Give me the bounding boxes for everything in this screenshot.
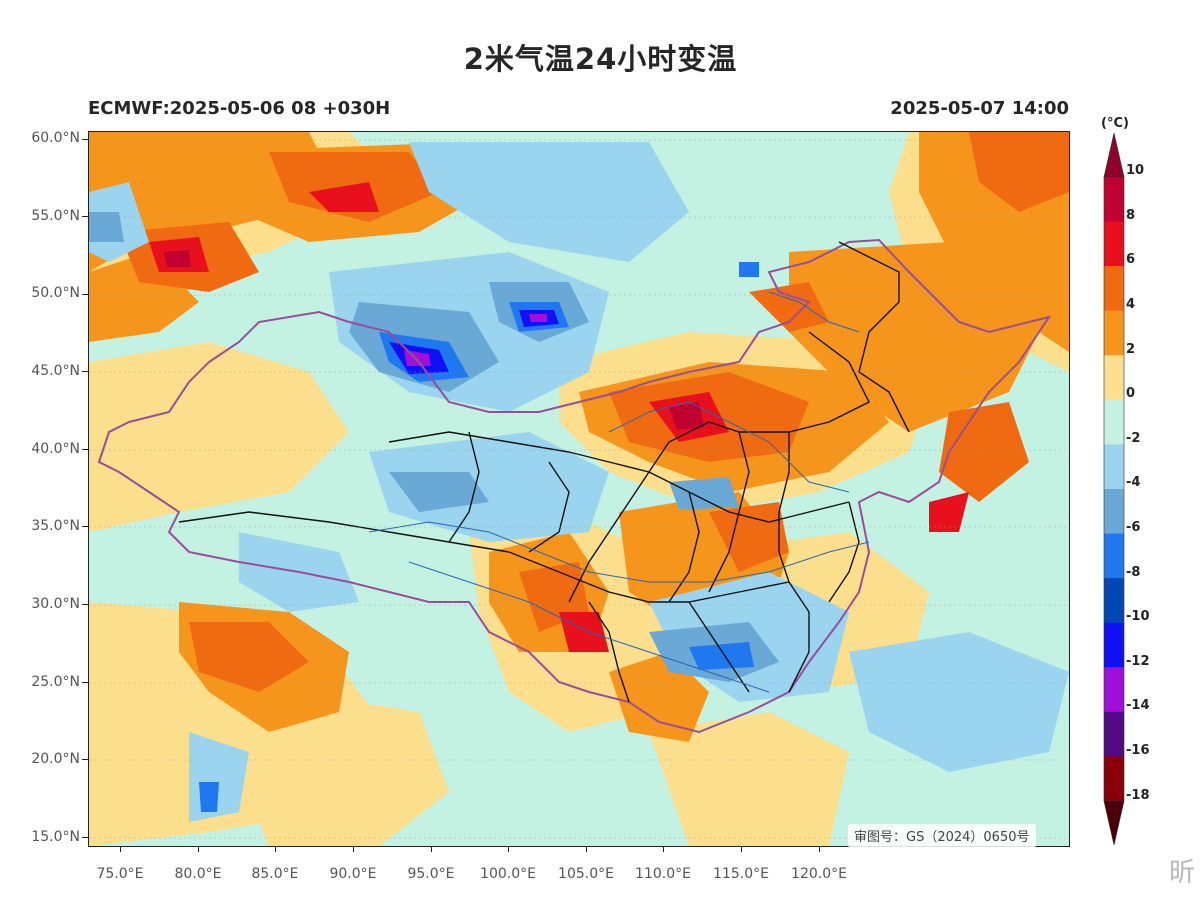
colorbar-label: 10 — [1126, 163, 1145, 178]
lat-label-25: 25.0°N — [31, 674, 80, 690]
lat-label-20: 20.0°N — [31, 751, 80, 767]
lon-tick — [198, 846, 199, 852]
colorbar-label: -12 — [1126, 654, 1150, 669]
colorbar-label: -18 — [1126, 788, 1150, 803]
lon-tick — [275, 846, 276, 852]
valid-time-label: 2025-05-07 14:00 — [890, 98, 1069, 119]
colorbar-band — [1104, 489, 1124, 535]
lon-tick — [663, 846, 664, 852]
lat-tick — [82, 371, 88, 372]
colorbar-band — [1104, 310, 1124, 356]
map-approval-number: 审图号：GS（2024）0650号 — [848, 824, 1036, 847]
colorbar-label: -4 — [1126, 475, 1141, 490]
lat-tick — [82, 216, 88, 217]
lon-tick — [353, 846, 354, 852]
lon-tick — [819, 846, 820, 852]
lon-label-100: 100.0°E — [480, 866, 536, 882]
colorbar-label: -2 — [1126, 431, 1141, 446]
lat-tick — [82, 604, 88, 605]
lat-tick — [82, 294, 88, 295]
temperature-change-map — [88, 131, 1070, 847]
colorbar-label: 2 — [1126, 342, 1136, 357]
china-national-border — [97, 238, 1052, 734]
colorbar-band — [1104, 622, 1124, 668]
lat-tick — [82, 759, 88, 760]
lon-label-120: 120.0°E — [791, 866, 847, 882]
colorbar-bottom-arrow — [1103, 800, 1125, 846]
lon-label-115: 115.0°E — [713, 866, 769, 882]
lon-label-105: 105.0°E — [558, 866, 614, 882]
lon-tick — [741, 846, 742, 852]
lon-label-80: 80.0°E — [174, 866, 222, 882]
colorbar-label: 8 — [1126, 208, 1136, 223]
colorbar-band — [1104, 533, 1124, 579]
watermark: 昕 — [1168, 858, 1195, 888]
lon-tick — [431, 846, 432, 852]
lon-label-90: 90.0°E — [329, 866, 377, 882]
colorbar-band — [1104, 444, 1124, 490]
lon-tick — [120, 846, 121, 852]
lat-label-30: 30.0°N — [31, 596, 80, 612]
lon-tick — [586, 846, 587, 852]
lon-label-110: 110.0°E — [635, 866, 691, 882]
colorbar-label: -6 — [1126, 520, 1141, 535]
lat-tick — [82, 682, 88, 683]
colorbar-band — [1104, 355, 1124, 401]
lon-tick — [508, 846, 509, 852]
colorbar — [1103, 133, 1125, 846]
lat-tick — [82, 526, 88, 527]
colorbar-label: 4 — [1126, 297, 1136, 312]
colorbar-band — [1104, 578, 1124, 624]
colorbar-band — [1104, 756, 1124, 802]
lat-label-35: 35.0°N — [31, 518, 80, 534]
lat-label-55: 55.0°N — [31, 208, 80, 224]
lat-label-50: 50.0°N — [31, 285, 80, 301]
province-borders — [178, 241, 910, 703]
colorbar-bands — [1103, 176, 1125, 802]
lon-label-95: 95.0°E — [407, 866, 455, 882]
colorbar-band — [1104, 711, 1124, 757]
colorbar-top-arrow — [1103, 133, 1125, 178]
chart-title: 2米气温24小时变温 — [463, 42, 738, 76]
lat-label-15: 15.0°N — [31, 829, 80, 845]
lat-tick — [82, 449, 88, 450]
lon-label-75: 75.0°E — [96, 866, 144, 882]
colorbar-label: -14 — [1126, 698, 1150, 713]
lat-tick — [82, 139, 88, 140]
colorbar-band — [1104, 667, 1124, 713]
lat-label-40: 40.0°N — [31, 441, 80, 457]
warming-8-10-zone — [164, 250, 704, 430]
graticule — [89, 139, 1069, 839]
colorbar-label: 6 — [1126, 252, 1136, 267]
lon-label-85: 85.0°E — [251, 866, 299, 882]
colorbar-label: -8 — [1126, 565, 1141, 580]
lat-tick — [82, 837, 88, 838]
colorbar-band — [1104, 221, 1124, 267]
colorbar-label: -10 — [1126, 609, 1150, 624]
model-run-label: ECMWF:2025-05-06 08 +030H — [88, 98, 391, 119]
lat-label-60: 60.0°N — [31, 130, 80, 146]
colorbar-band — [1104, 266, 1124, 312]
colorbar-band — [1104, 399, 1124, 445]
map-canvas — [89, 132, 1069, 846]
colorbar-label: 0 — [1126, 386, 1136, 401]
lat-label-45: 45.0°N — [31, 363, 80, 379]
colorbar-label: -16 — [1126, 743, 1150, 758]
colorbar-band — [1104, 177, 1124, 223]
colorbar-unit: (°C) — [1101, 116, 1129, 131]
